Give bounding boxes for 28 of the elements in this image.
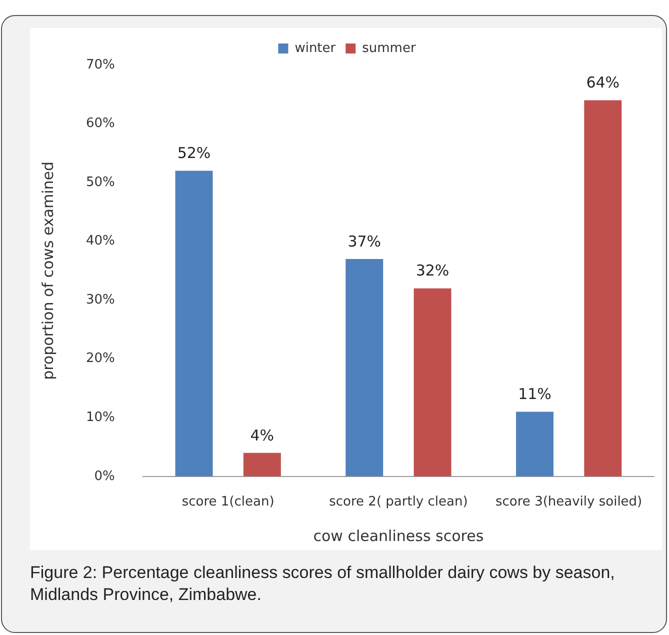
x-tick-label: score 3(heavily soiled) xyxy=(496,494,642,510)
y-tick-label: 70% xyxy=(86,57,115,72)
y-tick-label: 40% xyxy=(86,234,115,249)
y-tick-label: 10% xyxy=(86,410,115,426)
data-label: 37% xyxy=(348,232,382,250)
bar xyxy=(243,452,281,476)
bar xyxy=(516,412,554,476)
y-tick-label: 60% xyxy=(86,116,115,132)
bar xyxy=(414,288,452,476)
x-tick-label: score 1(clean) xyxy=(182,494,274,510)
data-label: 64% xyxy=(586,74,620,92)
bar xyxy=(584,100,622,476)
x-tick-label: score 2( partly clean) xyxy=(329,494,468,510)
legend-label: summer xyxy=(362,40,416,56)
data-label: 4% xyxy=(250,426,274,444)
bar xyxy=(346,258,384,476)
legend-label: winter xyxy=(294,40,336,56)
bar xyxy=(175,170,213,476)
data-label: 32% xyxy=(416,262,450,280)
y-tick-label: 0% xyxy=(94,468,115,484)
data-label: 52% xyxy=(177,144,211,162)
x-axis-title: cow cleanliness scores xyxy=(313,526,484,545)
y-tick-label: 50% xyxy=(86,174,115,190)
y-axis-title: proportion of cows examined xyxy=(38,161,57,380)
y-tick-label: 20% xyxy=(86,351,115,366)
data-label: 11% xyxy=(518,385,552,404)
caption: Figure 2: Percentage cleanliness scores of smallholder dairy cows by season, Midlands Province, Zimbabwe. xyxy=(30,562,616,606)
y-tick-label: 30% xyxy=(86,292,115,308)
